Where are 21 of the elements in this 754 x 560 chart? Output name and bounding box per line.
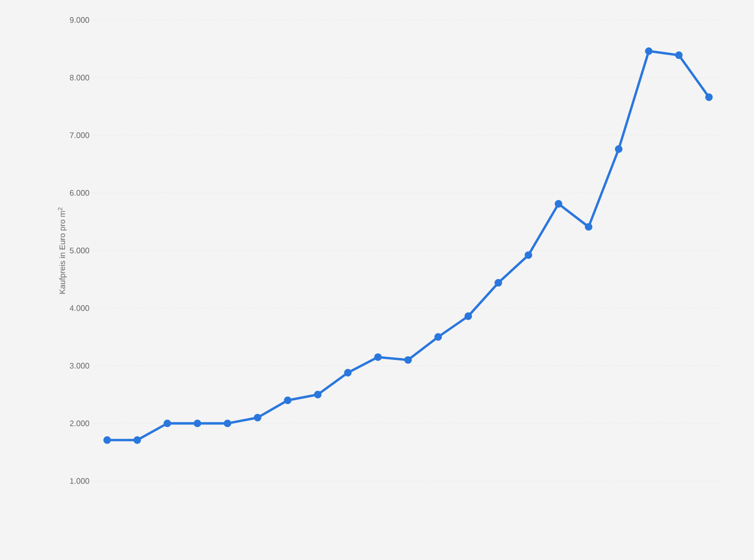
point <box>224 420 232 428</box>
point <box>524 251 532 259</box>
point <box>675 51 683 59</box>
point <box>374 353 382 361</box>
point <box>705 93 713 102</box>
point <box>464 312 472 320</box>
point <box>614 145 622 153</box>
point <box>103 436 111 444</box>
point <box>133 436 142 444</box>
point <box>254 414 262 422</box>
point <box>344 368 352 376</box>
point <box>434 333 442 341</box>
point <box>404 356 412 364</box>
point <box>164 420 172 428</box>
point <box>194 420 202 428</box>
point <box>644 47 653 55</box>
point <box>314 390 322 398</box>
point <box>494 278 502 287</box>
point <box>554 200 562 208</box>
point <box>584 223 592 231</box>
point <box>284 396 292 404</box>
